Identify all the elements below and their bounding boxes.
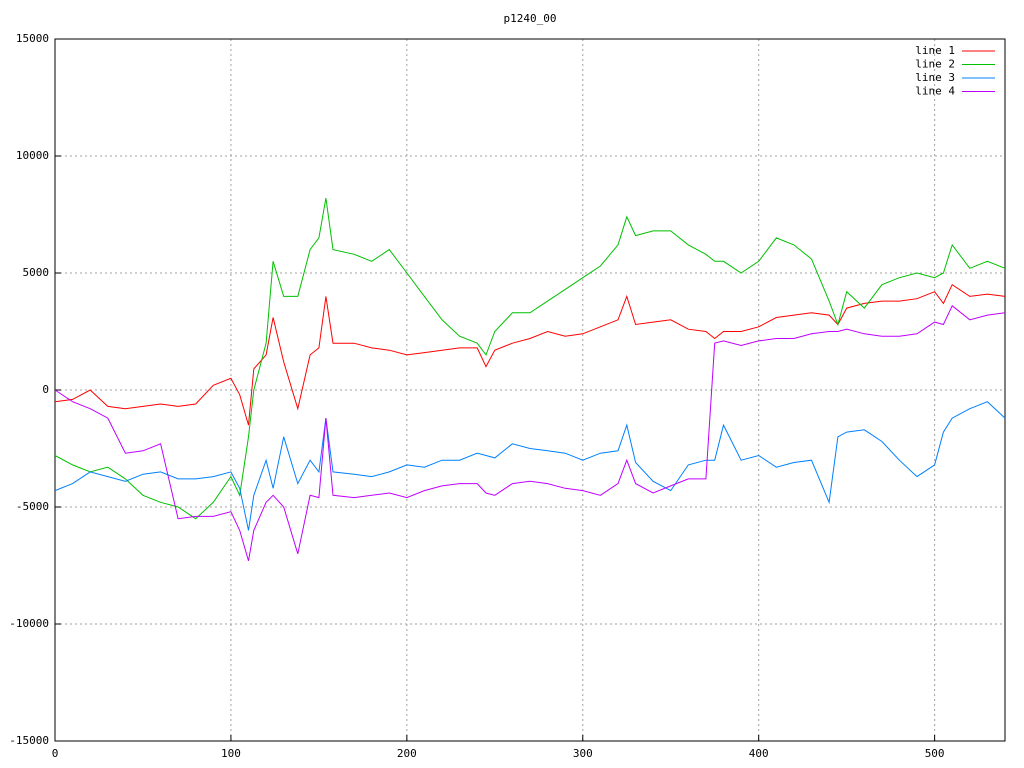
y-tick-label: 10000 bbox=[16, 149, 49, 162]
y-tick-label: 5000 bbox=[23, 266, 50, 279]
legend-label: line 4 bbox=[915, 85, 955, 98]
x-tick-label: 500 bbox=[925, 747, 945, 760]
x-tick-label: 0 bbox=[52, 747, 59, 760]
legend-label: line 3 bbox=[915, 71, 955, 84]
series-line bbox=[54, 305, 1006, 561]
x-tick-label: 400 bbox=[749, 747, 769, 760]
x-tick-label: 300 bbox=[573, 747, 593, 760]
x-tick-label: 200 bbox=[397, 747, 417, 760]
y-tick-label: 0 bbox=[42, 383, 49, 396]
chart-title: p1240_00 bbox=[504, 12, 557, 25]
legend-label: line 2 bbox=[915, 58, 955, 71]
series-line bbox=[54, 401, 1006, 531]
y-tick-label: -5000 bbox=[16, 500, 49, 513]
y-tick-label: 15000 bbox=[16, 32, 49, 45]
x-tick-label: 100 bbox=[221, 747, 241, 760]
y-tick-label: -10000 bbox=[9, 617, 49, 630]
y-tick-label: -15000 bbox=[9, 734, 49, 747]
legend-label: line 1 bbox=[915, 44, 955, 57]
series-line bbox=[54, 283, 1006, 426]
series-line bbox=[54, 198, 1006, 520]
